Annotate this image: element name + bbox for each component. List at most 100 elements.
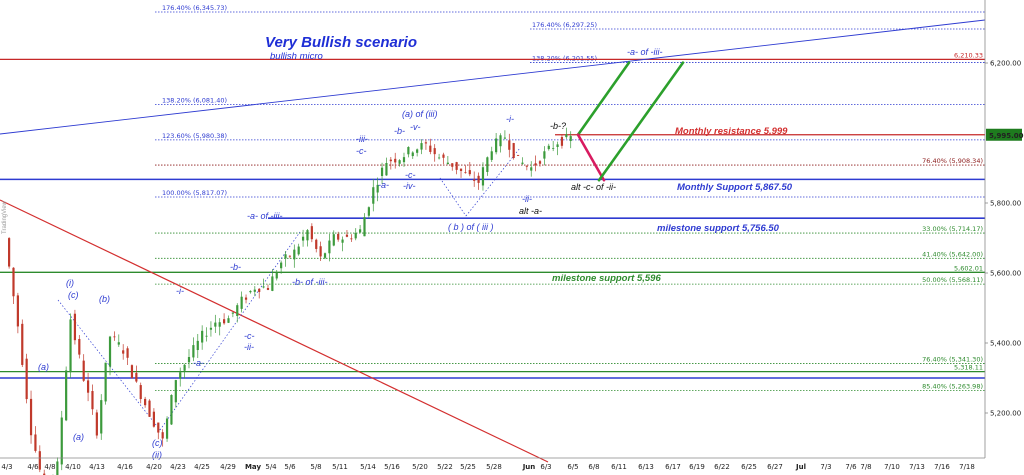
candle-body [227,318,230,323]
wave-label: -c- [244,331,255,341]
candle-body [350,238,353,240]
candle-body [468,170,471,175]
candle-body [359,229,362,233]
candle-body [534,163,537,166]
candle-body [218,322,221,327]
candle-body [376,184,379,193]
wave-label: -v- [410,122,421,132]
candle-body [275,272,278,279]
candle-body [477,175,480,183]
candle-body [43,473,46,475]
candle-body [280,262,283,269]
candle-body [73,313,77,341]
candle-body [345,234,349,237]
candle-body [86,380,90,393]
candle-body [284,254,287,259]
candle-body [429,145,432,152]
x-tick-label: 5/11 [332,463,348,471]
candle-body [315,239,318,249]
trend-line-blue [0,19,986,135]
x-tick-label: 5/16 [384,463,400,471]
wave-label: ( b ) of ( iii ) [448,222,494,232]
x-tick-label: 6/27 [767,463,783,471]
candle-body [231,312,234,314]
candle-body [214,322,217,327]
y-tick-label: 5,200.00 [990,410,1021,418]
candle-body [21,323,24,365]
x-tick-label: 6/3 [540,463,551,471]
wave-label: (a) of (iii) [402,109,438,119]
x-tick-label: 6/22 [714,463,730,471]
horizontal-levels: 6,210.33 5,602.01 5,318.11 [0,51,985,379]
candle-body [398,160,401,164]
last-price-badge [986,128,1022,141]
wave-connector [439,177,467,217]
chart-subtitle: bullish micro [270,51,323,62]
x-tick-label: 6/8 [588,463,599,471]
candle-body [495,138,498,153]
y-tick-label: 5,800.00 [990,200,1021,208]
wave-label: (b) [99,294,110,304]
candle-body [60,417,63,465]
level-value: 5,318.11 [954,364,983,372]
x-tick-label: 7/10 [884,463,900,471]
candle-body [481,167,485,186]
candle-body [12,267,15,297]
candle-body [547,145,550,150]
candle-body [323,253,327,258]
wave-label: (i) [66,278,74,288]
wave-label: -a- of -iii- [627,47,663,57]
candle-body [538,161,542,164]
candle-body [69,319,72,373]
x-tick-label: 4/10 [65,463,81,471]
x-tick-label: 4/20 [146,463,162,471]
candle-body [293,249,296,260]
wave-label: -i- [506,114,514,124]
candle-body [420,143,423,150]
chart-title: Very Bullish scenario [265,34,417,51]
candle-body [249,290,252,293]
candle-body [16,295,19,327]
candle-body [161,432,164,439]
candle-body [113,336,116,338]
level-value: 5,602.01 [954,264,983,272]
candle-body [258,288,261,292]
candle-body [205,335,208,337]
x-tick-label: 5/28 [486,463,502,471]
fib-label: 85.40% (5,263.98) [922,383,983,391]
fib-label: 33.00% (5,714.17) [922,225,983,233]
candle-body [222,319,226,324]
candle-body [394,158,397,163]
x-tick-label: 7/6 [845,463,857,471]
candle-body [411,152,414,157]
wave-label: -i- [176,286,184,296]
candle-body [187,357,191,363]
level-text: Monthly resistance 5,999 [675,126,788,137]
candle-body [108,336,112,367]
candle-body [530,167,533,171]
candle-body [337,233,340,240]
fib-label: 50.00% (5,568.11) [922,276,983,284]
x-tick-label: 5/14 [360,463,376,471]
candle-body [65,370,68,421]
candle-body [262,286,265,288]
candle-body [183,364,186,371]
candle-body [56,461,59,475]
candle-body [560,137,564,146]
fib-label: 176.40% (6,297.25) [532,21,597,29]
candle-body [148,400,151,417]
x-tick-label: 6/11 [611,463,627,471]
candle-body [244,297,248,300]
candle-body [240,296,243,309]
candle-body [385,162,388,176]
fib-label: 41.40% (5,642.00) [922,250,983,258]
candle-body [95,412,98,436]
wave-label: (a) [73,432,84,442]
candle-body [407,147,410,155]
x-tick-label: 5/8 [310,463,321,471]
candle-body [157,422,160,433]
candle-body [367,207,370,216]
candle-body [516,154,520,156]
